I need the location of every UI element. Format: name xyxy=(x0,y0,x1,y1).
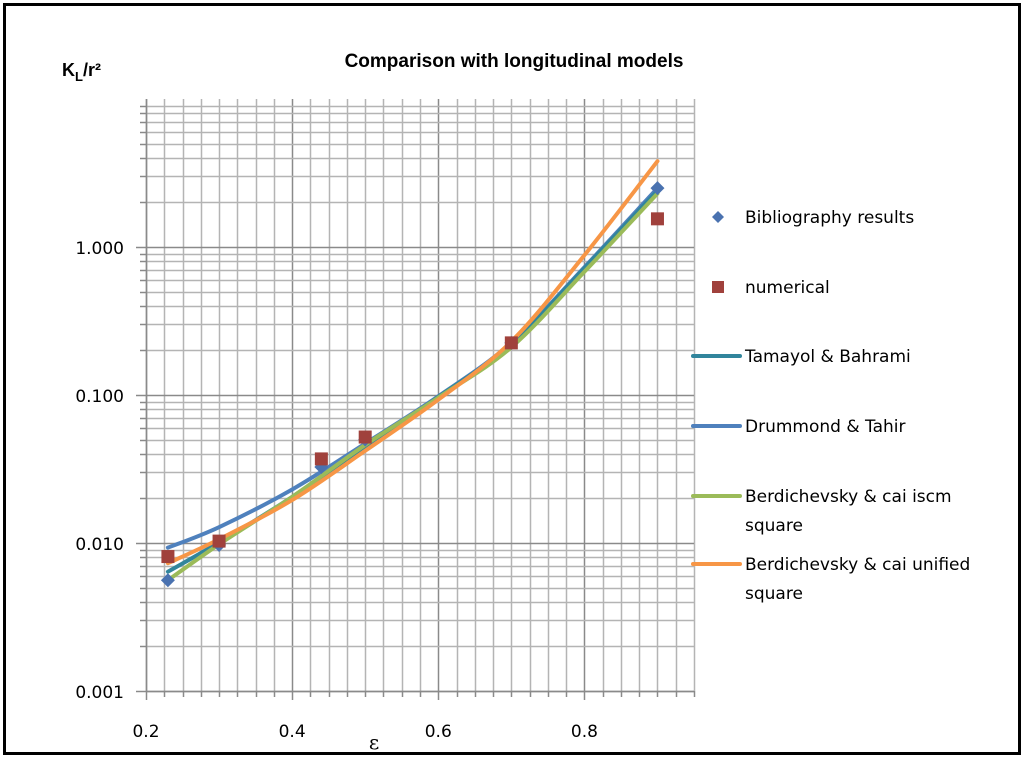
chart-title: Comparison with longitudinal models xyxy=(345,51,684,72)
y-tick-label: 0.100 xyxy=(75,387,124,407)
legend-label: square xyxy=(745,584,803,604)
x-tick-label: 0.4 xyxy=(279,722,306,742)
y-axis-label-rest: /r² xyxy=(83,60,101,80)
legend-diamond-icon xyxy=(712,211,724,223)
legend-label: Berdichevsky & cai iscm xyxy=(745,487,952,507)
data-point-numerical xyxy=(212,534,226,548)
y-axis-label-main: K xyxy=(62,60,75,80)
x-axis-label: ε xyxy=(369,730,379,754)
legend: Bibliography results numerical Tamayol & B… xyxy=(691,208,970,604)
plot-series xyxy=(160,159,665,588)
x-tick-label: 0.8 xyxy=(571,722,598,742)
data-point-numerical xyxy=(358,430,372,444)
data-point-numerical xyxy=(161,550,175,564)
grid xyxy=(136,99,696,700)
legend-label: Bibliography results xyxy=(745,208,914,228)
data-point-bibliography xyxy=(650,181,665,196)
legend-square-icon xyxy=(712,281,724,293)
x-tick-labels: 0.2 0.4 0.6 0.8 xyxy=(132,722,597,742)
y-tick-label: 1.000 xyxy=(75,239,124,259)
y-tick-labels: 0.001 0.010 0.100 1.000 xyxy=(75,239,124,703)
legend-label: Tamayol & Bahrami xyxy=(744,347,911,367)
y-tick-label: 0.010 xyxy=(75,535,124,555)
x-tick-label: 0.6 xyxy=(425,722,452,742)
data-point-bibliography xyxy=(160,573,175,588)
legend-label: Drummond & Tahir xyxy=(745,417,905,437)
legend-label: Berdichevsky & cai unified xyxy=(745,555,970,575)
y-tick-label: 0.001 xyxy=(75,683,124,703)
data-point-numerical xyxy=(314,452,328,466)
x-tick-label: 0.2 xyxy=(132,722,159,742)
axes xyxy=(145,99,694,693)
y-axis-label: KL/r² xyxy=(62,60,101,84)
legend-label: numerical xyxy=(745,278,830,298)
data-point-numerical xyxy=(504,336,518,350)
series-line-berdichevsky-cai-unified-square xyxy=(165,159,660,566)
data-point-numerical xyxy=(650,212,664,226)
legend-label: square xyxy=(745,516,803,536)
y-axis-label-sub: L xyxy=(75,69,83,84)
